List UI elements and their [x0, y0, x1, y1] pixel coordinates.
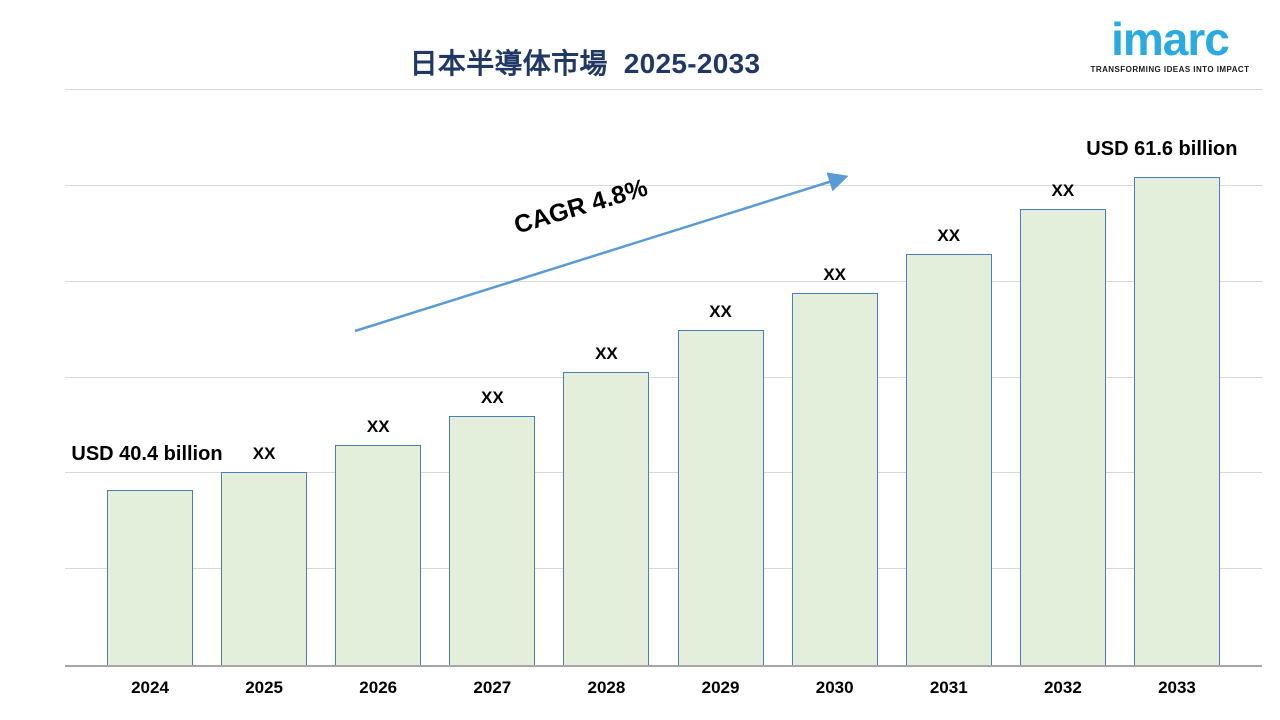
bar-2032: [1019, 209, 1106, 665]
x-axis-label-2032: 2032: [1043, 678, 1082, 697]
x-axis-label-2031: 2031: [929, 678, 968, 697]
bar-group-2031: XX 2031: [905, 90, 992, 697]
bar-value-label-2032: XX: [1051, 181, 1075, 201]
cagr-trend-arrow: [354, 172, 849, 333]
bar-group-2030: XX 2030: [791, 90, 878, 697]
bar-value-label-2027: XX: [480, 387, 504, 407]
bar-value-label-2031: XX: [937, 225, 961, 245]
x-axis-label-2024: 2024: [131, 678, 169, 697]
bar-chart-plot-area: USD 40.4 billion 2024 XX 2025 XX 2026 XX 2027 XX…: [65, 89, 1262, 697]
gridline: [65, 568, 1262, 570]
bar-2031: [905, 253, 992, 665]
bar-group-2025: XX 2025: [221, 90, 308, 697]
chart-title: 日本半導体市場 2025-2033: [0, 42, 1280, 82]
bar-value-label-2029: XX: [709, 302, 732, 322]
x-axis-label-2028: 2028: [587, 678, 626, 697]
bar-value-label-2025: XX: [252, 443, 276, 463]
gridline: [65, 184, 1262, 186]
bar-2025: [221, 471, 308, 665]
bar-value-label-2030: XX: [823, 265, 846, 285]
gridline: [65, 472, 1262, 474]
gridlines-layer: [65, 89, 1262, 665]
x-axis-label-2033: 2033: [1158, 678, 1196, 697]
bar-group-2033: USD 61.6 billion 2033: [1086, 90, 1237, 697]
bar-group-2032: XX 2032: [1019, 90, 1106, 697]
imarc-logo: imarc TRANSFORMING IDEAS INTO IMPACT: [1080, 16, 1260, 74]
gridline: [65, 89, 1262, 90]
x-axis-label-2029: 2029: [701, 678, 740, 697]
chart-title-main: 日本半導体市場: [409, 48, 608, 79]
x-axis-label-2030: 2030: [815, 678, 854, 697]
bar-value-label-2033: USD 61.6 billion: [1086, 138, 1238, 160]
bar-value-label-2028: XX: [595, 343, 618, 363]
x-axis-label-2025: 2025: [245, 678, 284, 697]
imarc-logo-tagline: TRANSFORMING IDEAS INTO IMPACT: [1090, 65, 1250, 74]
bar-group-2026: XX 2026: [335, 90, 422, 697]
bar-value-label-2026: XX: [366, 417, 390, 437]
bar-2026: [335, 445, 422, 665]
bar-2029: [677, 330, 764, 665]
x-axis-label-2026: 2026: [359, 678, 398, 697]
bar-value-label-2024: USD 40.4 billion: [71, 442, 223, 465]
bar-group-2028: XX 2028: [563, 90, 650, 697]
bars-layer: USD 40.4 billion 2024 XX 2025 XX 2026 XX 2027 XX…: [65, 90, 1262, 697]
bar-group-2027: XX 2027: [449, 90, 536, 697]
bar-group-2029: XX 2029: [677, 90, 764, 697]
x-axis-label-2027: 2027: [473, 678, 512, 697]
gridline: [65, 376, 1262, 378]
bar-group-2024: USD 40.4 billion 2024: [71, 90, 222, 697]
bar-2024: [107, 489, 193, 665]
gridline: [65, 280, 1262, 282]
bar-2030: [791, 293, 878, 665]
imarc-logo-text: imarc: [1111, 13, 1230, 65]
bar-2027: [449, 415, 536, 665]
bar-2028: [563, 371, 650, 665]
chart-title-range: 2025-2033: [623, 48, 761, 79]
bar-2033: [1133, 177, 1220, 665]
